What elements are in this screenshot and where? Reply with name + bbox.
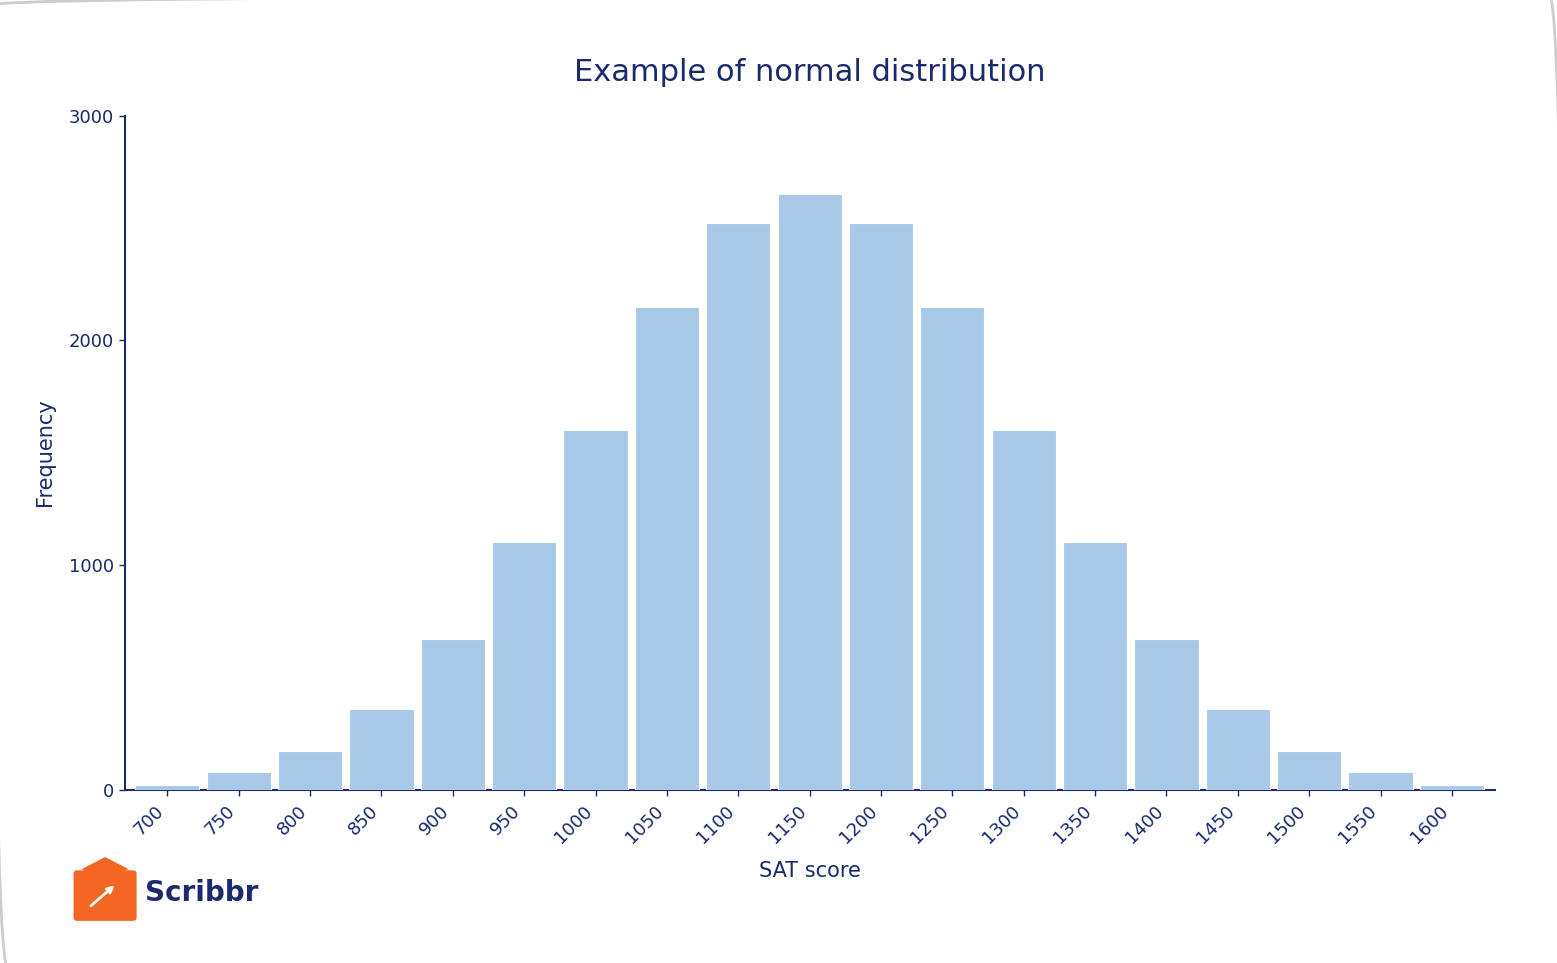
Bar bbox=[420, 639, 484, 790]
FancyBboxPatch shape bbox=[73, 871, 137, 921]
Text: Scribbr: Scribbr bbox=[145, 879, 258, 907]
Bar bbox=[1135, 639, 1199, 790]
Bar bbox=[635, 306, 699, 790]
X-axis label: SAT score: SAT score bbox=[758, 861, 861, 881]
Bar bbox=[849, 223, 912, 790]
Bar bbox=[349, 709, 414, 790]
Polygon shape bbox=[81, 857, 128, 881]
Bar bbox=[1348, 771, 1412, 790]
Bar bbox=[1063, 542, 1127, 790]
Bar bbox=[920, 306, 984, 790]
Bar bbox=[992, 430, 1056, 790]
Bar bbox=[777, 195, 842, 790]
Bar bbox=[279, 751, 343, 790]
Bar bbox=[564, 430, 627, 790]
Bar bbox=[207, 771, 271, 790]
Y-axis label: Frequency: Frequency bbox=[34, 399, 54, 507]
Bar bbox=[1420, 785, 1484, 790]
Bar bbox=[135, 785, 199, 790]
Bar bbox=[492, 542, 556, 790]
Title: Example of normal distribution: Example of normal distribution bbox=[575, 58, 1045, 87]
Bar bbox=[1205, 709, 1271, 790]
Bar bbox=[707, 223, 771, 790]
Bar bbox=[1277, 751, 1341, 790]
